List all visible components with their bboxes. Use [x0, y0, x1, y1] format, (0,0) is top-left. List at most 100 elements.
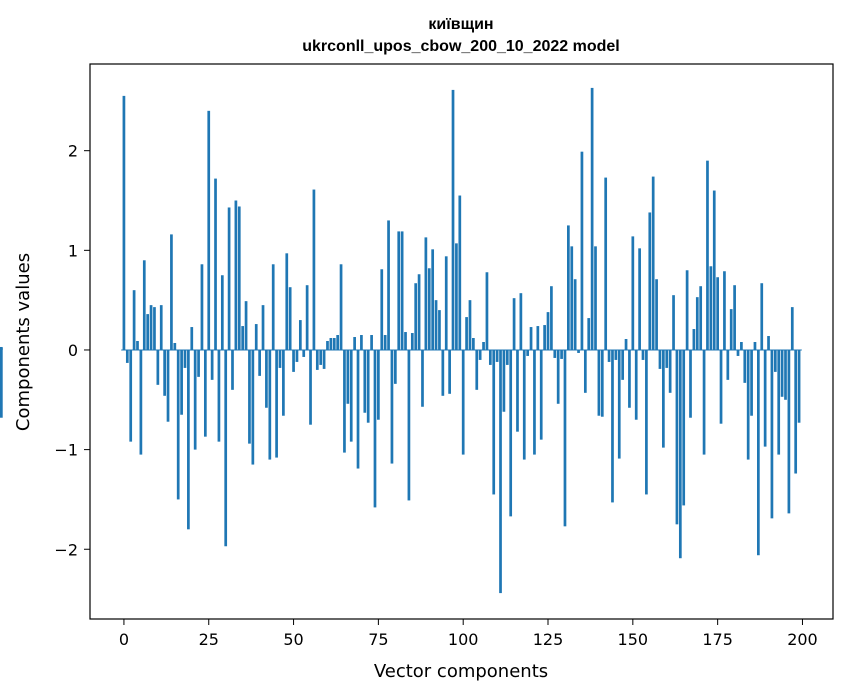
- bar: [597, 349, 601, 416]
- bar: [763, 349, 767, 447]
- bar: [271, 264, 275, 350]
- bar: [370, 335, 373, 350]
- bar: [516, 349, 519, 432]
- bar: [193, 349, 197, 450]
- bar: [285, 253, 289, 350]
- bar: [139, 349, 143, 455]
- bar: [268, 349, 272, 460]
- bar: [533, 349, 536, 455]
- bar: [363, 349, 367, 413]
- bar: [662, 349, 665, 448]
- bar: [651, 176, 655, 350]
- y-tick-label: −2: [54, 540, 78, 559]
- bar: [699, 286, 703, 350]
- bar: [526, 349, 530, 356]
- bar: [495, 349, 499, 362]
- bar: [0, 349, 3, 418]
- bar: [475, 349, 479, 390]
- bar-series: [0, 87, 801, 594]
- bar: [421, 349, 424, 407]
- bar: [203, 349, 207, 437]
- bar: [682, 349, 686, 506]
- bar: [692, 329, 696, 350]
- bar: [797, 349, 801, 423]
- bar: [214, 178, 217, 350]
- bar: [448, 349, 451, 394]
- bar: [183, 349, 187, 368]
- bar: [377, 349, 380, 420]
- bar: [668, 349, 672, 393]
- bar: [248, 349, 251, 444]
- chart-title-line-1: київщин: [428, 16, 493, 33]
- bar: [0, 347, 3, 350]
- bar: [431, 249, 435, 350]
- bar: [719, 349, 723, 424]
- bar: [142, 260, 146, 350]
- chart-title-line-2: ukrconll_upos_cbow_200_10_2022 model: [302, 38, 619, 55]
- bar: [492, 349, 496, 495]
- bar: [353, 337, 356, 350]
- bar: [550, 286, 553, 350]
- bar: [631, 236, 635, 350]
- bar: [512, 298, 516, 350]
- bar: [709, 266, 713, 350]
- bar: [410, 333, 414, 350]
- bar: [590, 87, 594, 350]
- bar: [743, 349, 747, 383]
- bar: [197, 349, 200, 377]
- bar: [444, 256, 448, 350]
- bar: [716, 277, 719, 350]
- x-axis-ticks: 0 25 50 75 100 125 150 175 200: [119, 619, 818, 649]
- bar: [326, 341, 329, 350]
- bar: [472, 338, 475, 350]
- bar: [583, 349, 587, 393]
- bar: [509, 349, 513, 517]
- bar: [790, 307, 794, 350]
- bar: [427, 268, 431, 350]
- bar: [468, 300, 472, 350]
- bar: [404, 332, 407, 350]
- x-tick-label: 75: [368, 630, 388, 649]
- bar: [190, 327, 194, 350]
- bar: [740, 342, 743, 350]
- bar: [604, 177, 608, 350]
- bar: [780, 349, 784, 397]
- bar: [407, 349, 411, 501]
- bar: [166, 349, 170, 422]
- bar: [702, 349, 706, 455]
- bar: [329, 338, 333, 350]
- bar: [522, 349, 526, 460]
- bar: [237, 206, 241, 350]
- bar: [485, 272, 489, 350]
- bar: [519, 293, 523, 350]
- bar: [295, 349, 299, 362]
- bar: [482, 342, 485, 350]
- bar: [125, 349, 129, 363]
- bar: [258, 349, 261, 376]
- y-tick-label: 2: [68, 142, 78, 161]
- bar: [455, 243, 458, 350]
- bar: [312, 189, 316, 350]
- x-tick-label: 175: [702, 630, 733, 649]
- bar: [339, 264, 343, 350]
- bar: [689, 349, 692, 418]
- bar: [387, 220, 390, 350]
- bar: [750, 349, 753, 416]
- bar: [624, 339, 628, 350]
- bar: [305, 285, 309, 350]
- bar: [414, 283, 418, 350]
- bar: [366, 349, 370, 423]
- bar: [577, 349, 580, 353]
- y-tick-label: 0: [68, 341, 78, 360]
- bar: [383, 335, 387, 350]
- bar: [400, 231, 404, 350]
- bar: [634, 349, 638, 420]
- x-axis-label: Vector components: [374, 661, 548, 682]
- bar: [787, 349, 791, 514]
- bar: [129, 349, 133, 442]
- bar: [746, 349, 750, 460]
- bar: [499, 349, 502, 594]
- bar: [356, 349, 360, 469]
- bar: [567, 225, 570, 350]
